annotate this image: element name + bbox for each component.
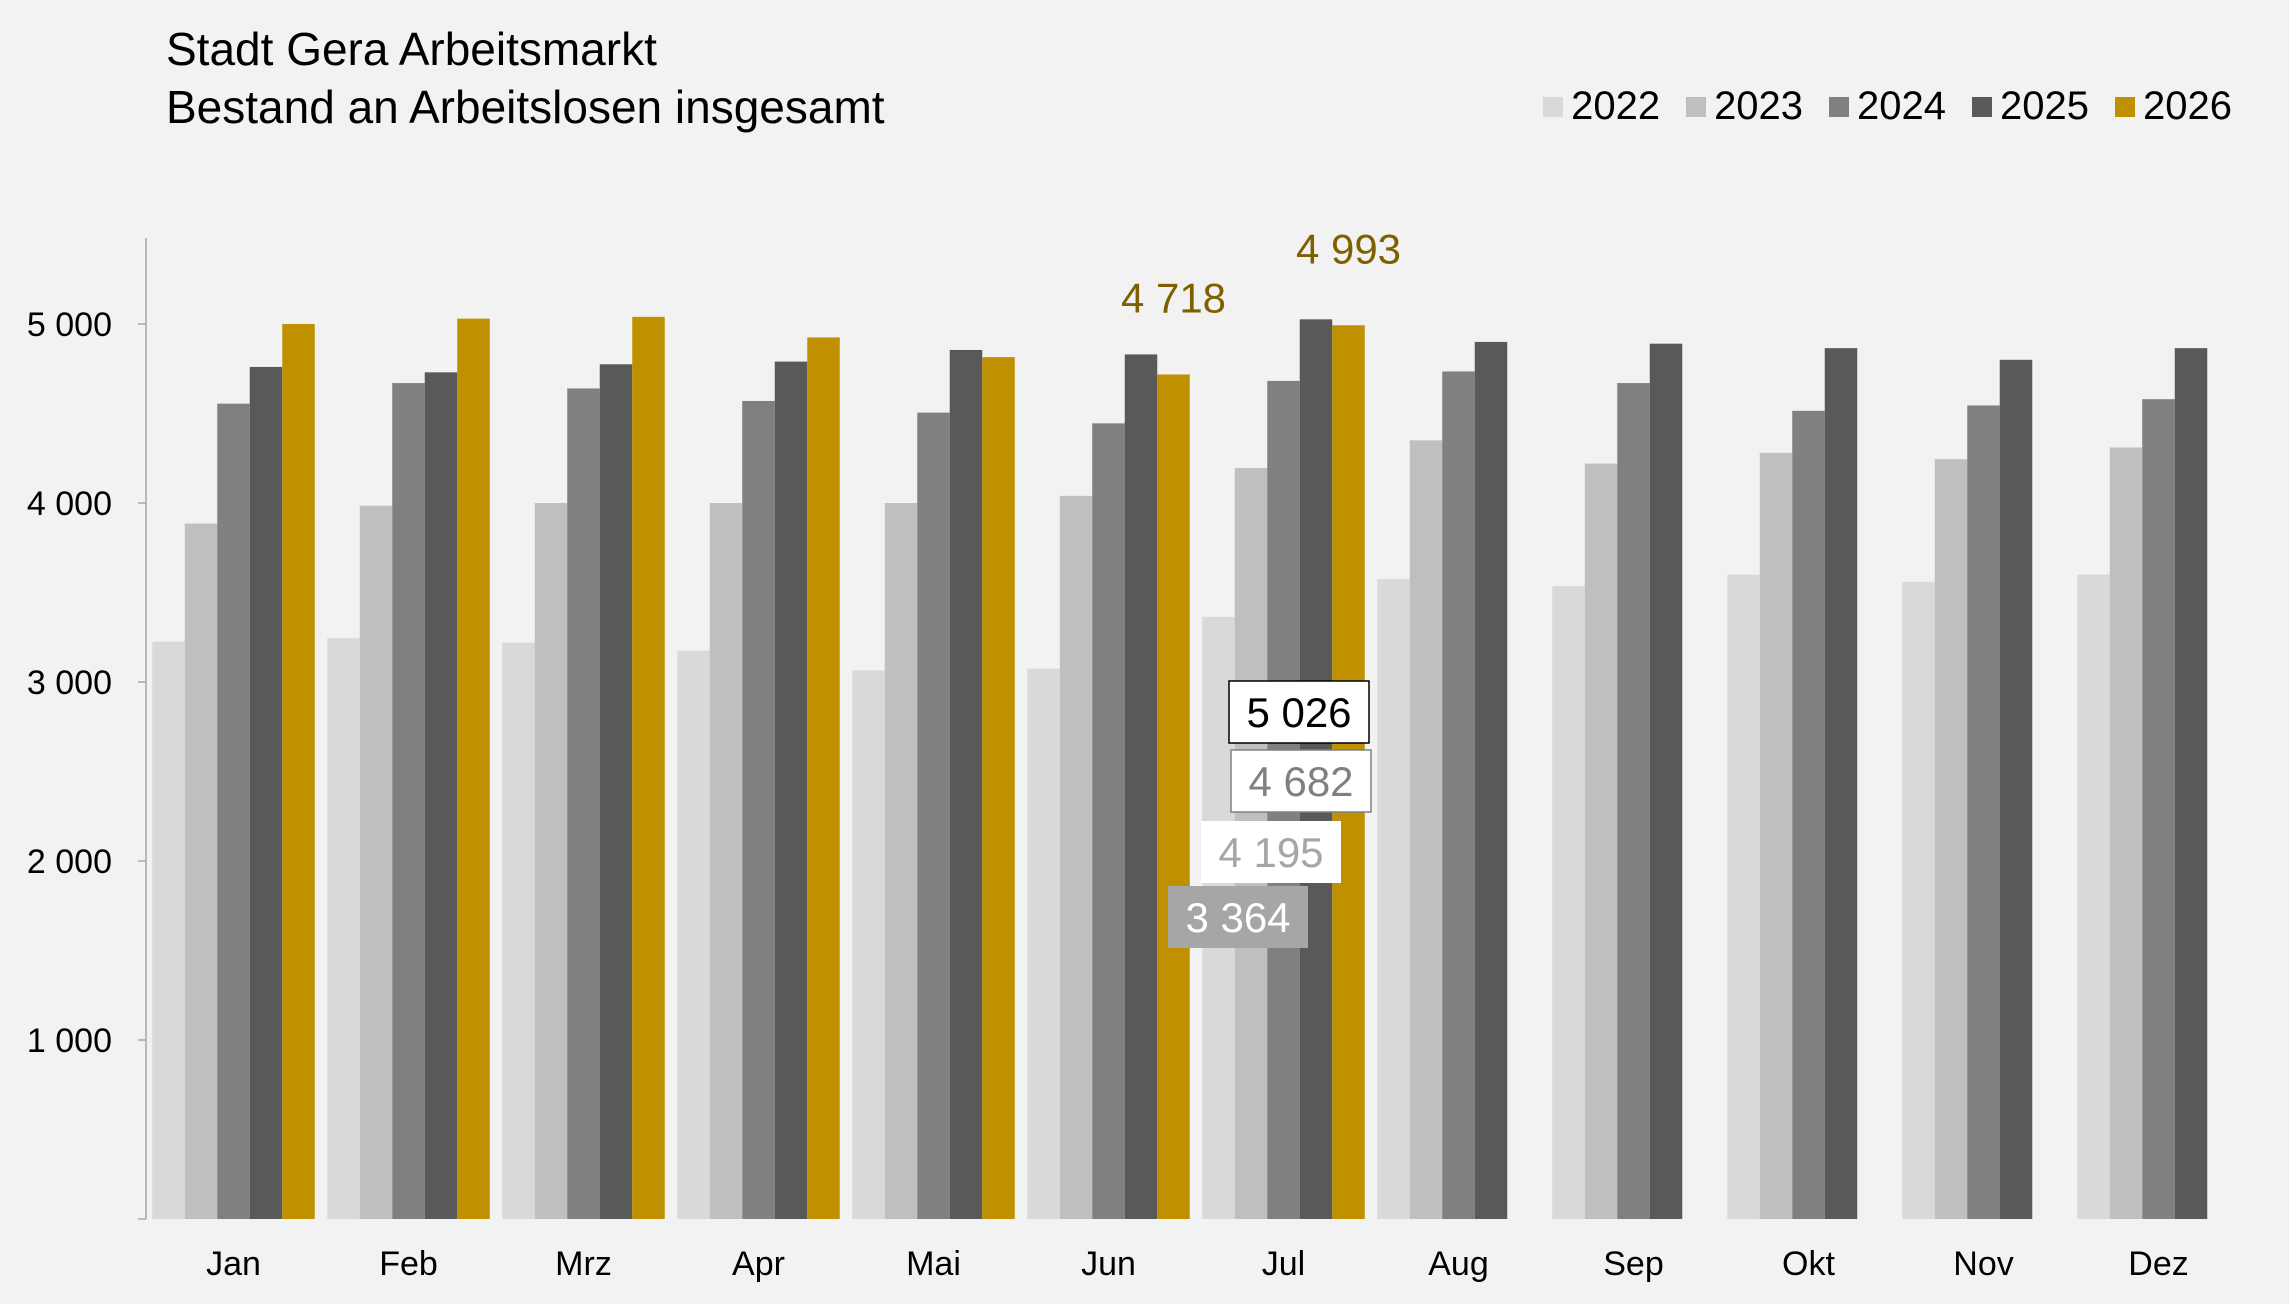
data-label-2025-jul: 5 026	[1246, 689, 1351, 736]
bar-2023-feb	[359, 505, 393, 1219]
bar-2022-okt	[1727, 574, 1760, 1219]
bar-2023-aug	[1409, 440, 1443, 1220]
bar-2025-mrz	[599, 364, 633, 1219]
bar-2025-feb	[424, 372, 458, 1220]
bar-2025-sep	[1649, 343, 1683, 1219]
data-label-2022-jul: 3 364	[1185, 894, 1290, 941]
bar-2026-mrz	[632, 316, 665, 1220]
bar-2025-mai	[949, 349, 983, 1220]
bar-2024-mrz	[567, 388, 600, 1219]
bar-2022-aug	[1377, 579, 1410, 1219]
bar-2024-jan	[217, 403, 250, 1219]
legend-label-2024: 2024	[1857, 84, 1947, 128]
legend-swatch-2022	[1543, 96, 1564, 117]
bar-2024-nov	[1967, 405, 2000, 1219]
bar-2023-nov	[1934, 459, 1968, 1219]
bar-2024-apr	[742, 400, 775, 1220]
legend: 2022 2023 2024 2025 2026	[1543, 84, 2232, 129]
legend-label-2023: 2023	[1714, 84, 1804, 128]
x-tick-label: Jan	[206, 1245, 261, 1283]
bar-2025-dez	[2174, 348, 2208, 1219]
bar-2024-mai	[917, 412, 950, 1220]
bar-2023-okt	[1759, 452, 1793, 1219]
bar-2022-apr	[677, 650, 710, 1219]
y-tick-label: 2 000	[27, 843, 112, 881]
bar-2026-jun	[1157, 374, 1190, 1219]
bar-2022-jan	[152, 641, 185, 1219]
bar-2025-jun	[1124, 354, 1158, 1219]
bar-2023-mai	[884, 503, 918, 1219]
data-label-box-2025-jul	[1228, 680, 1370, 744]
legend-label-2026: 2026	[2143, 84, 2232, 128]
legend-item-2025: 2025	[1972, 84, 2089, 129]
chart-title-block: Stadt Gera Arbeitsmarkt Bestand an Arbei…	[166, 20, 885, 136]
data-label-box-2024-jul	[1230, 749, 1372, 813]
bar-2025-aug	[1474, 341, 1508, 1219]
bar-2024-dez	[2142, 399, 2175, 1219]
x-tick-label: Mai	[906, 1245, 961, 1283]
x-tick-label: Apr	[732, 1245, 785, 1283]
bar-2023-sep	[1584, 463, 1618, 1219]
x-tick-label: Dez	[2128, 1245, 2188, 1283]
bar-2026-jan	[282, 324, 315, 1219]
legend-label-2025: 2025	[2000, 84, 2090, 128]
legend-swatch-2026	[2115, 96, 2136, 117]
bar-2023-mrz	[534, 503, 568, 1219]
legend-item-2026: 2026	[2115, 84, 2232, 129]
bar-2022-nov	[1902, 581, 1935, 1219]
bar-2024-jun	[1092, 423, 1125, 1220]
bar-2024-okt	[1792, 410, 1825, 1219]
chart-subtitle: Bestand an Arbeitslosen insgesamt	[166, 81, 885, 133]
legend-item-2024: 2024	[1829, 84, 1946, 129]
x-tick-label: Jul	[1262, 1245, 1305, 1283]
x-tick-label: Feb	[379, 1245, 438, 1283]
chart-title: Stadt Gera Arbeitsmarkt	[166, 23, 657, 75]
bar-2022-sep	[1552, 586, 1585, 1219]
bar-2022-mrz	[502, 642, 535, 1219]
bar-2025-nov	[1999, 359, 2033, 1219]
bar-2023-jan	[184, 523, 218, 1219]
y-tick-label: 1 000	[27, 1022, 112, 1060]
data-label-box-2023-jul	[1201, 821, 1341, 883]
x-tick-label: Aug	[1428, 1245, 1489, 1283]
bar-2024-sep	[1617, 383, 1650, 1219]
y-tick-label: 4 000	[27, 485, 112, 523]
bar-2023-jun	[1059, 495, 1093, 1220]
bar-2023-apr	[709, 503, 743, 1219]
data-label-box-2022-jul	[1168, 886, 1308, 948]
bar-2025-okt	[1824, 348, 1858, 1219]
data-label-2026-jun: 4 718	[1121, 274, 1226, 321]
y-tick-label: 5 000	[27, 306, 112, 344]
bar-2022-feb	[327, 638, 360, 1219]
data-label-2026-jul: 4 993	[1296, 225, 1401, 272]
bar-2023-dez	[2109, 447, 2143, 1219]
legend-item-2023: 2023	[1686, 84, 1803, 129]
legend-label-2022: 2022	[1571, 84, 1661, 128]
x-tick-label: Okt	[1782, 1245, 1835, 1283]
legend-swatch-2025	[1972, 96, 1993, 117]
x-tick-label: Mrz	[555, 1245, 612, 1283]
bar-2026-feb	[457, 318, 490, 1219]
legend-swatch-2024	[1829, 96, 1850, 117]
x-tick-label: Jun	[1081, 1245, 1136, 1283]
bar-2022-jun	[1027, 668, 1060, 1219]
x-tick-label: Sep	[1603, 1245, 1664, 1283]
legend-item-2022: 2022	[1543, 84, 1660, 129]
legend-swatch-2023	[1686, 96, 1707, 117]
bar-2022-dez	[2077, 574, 2110, 1219]
bar-2026-mai	[982, 357, 1015, 1219]
bar-2022-mai	[852, 670, 885, 1219]
data-label-2024-jul: 4 682	[1248, 758, 1353, 805]
data-label-2023-jul: 4 195	[1218, 829, 1323, 876]
bar-2024-aug	[1442, 371, 1475, 1219]
bar-2025-apr	[774, 361, 808, 1220]
bar-2025-jan	[249, 366, 283, 1220]
y-tick-label: 3 000	[27, 664, 112, 702]
bar-2026-apr	[807, 337, 840, 1219]
x-tick-label: Nov	[1953, 1245, 2013, 1283]
bar-2024-feb	[392, 383, 425, 1219]
